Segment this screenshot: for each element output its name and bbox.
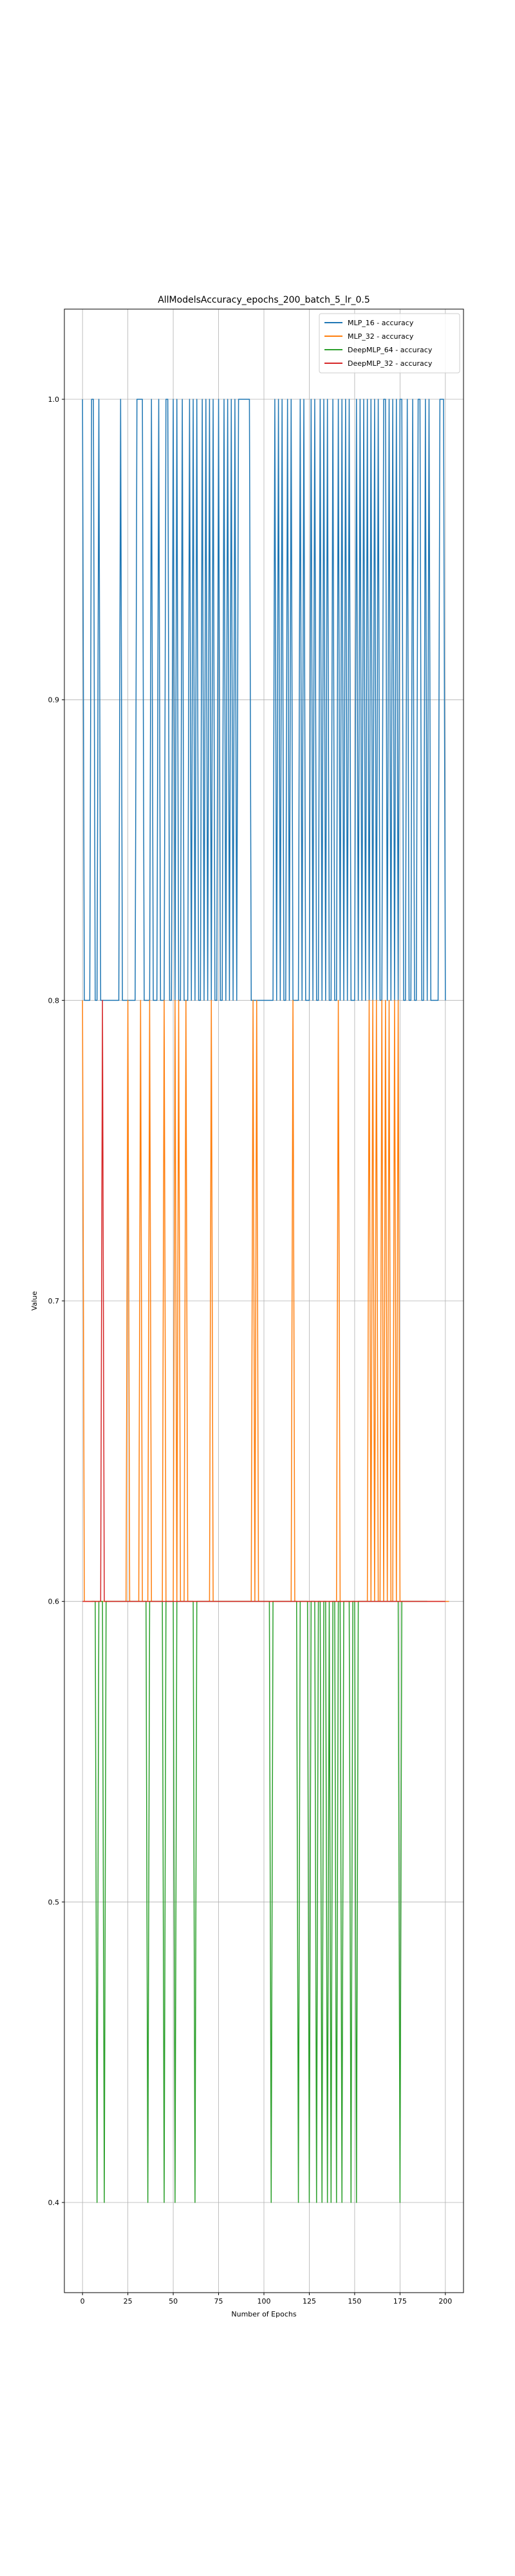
legend-label: DeepMLP_32 - accuracy — [348, 359, 433, 368]
legend-label: MLP_32 - accuracy — [348, 332, 414, 341]
x-tick-label: 200 — [438, 2297, 452, 2306]
legend-label: MLP_16 - accuracy — [348, 319, 414, 327]
x-tick-label: 25 — [124, 2297, 133, 2306]
y-axis-label: Value — [30, 1291, 39, 1311]
x-tick-label: 50 — [169, 2297, 178, 2306]
grid-lines — [64, 309, 464, 2293]
x-tick-label: 75 — [214, 2297, 223, 2306]
x-tick-label: 175 — [393, 2297, 407, 2306]
axis-ticks: 0 25 50 75 100 125 150 175 200 0.4 0.5 0.6 0.7 0.8 0.9… — [48, 395, 453, 2306]
series-line-0 — [82, 399, 446, 1001]
series-line-3 — [82, 999, 445, 1602]
legend-label: DeepMLP_64 - accuracy — [348, 346, 433, 354]
legend-box — [319, 313, 460, 374]
x-tick-label: 0 — [80, 2297, 85, 2306]
x-axis-label: Number of Epochs — [231, 2310, 296, 2318]
series-lines — [82, 399, 449, 2203]
x-tick-label: 125 — [303, 2297, 316, 2306]
y-tick-label: 0.4 — [48, 2199, 60, 2207]
x-tick-label: 100 — [258, 2297, 271, 2306]
legend: MLP_16 - accuracy MLP_32 - accuracy DeepML… — [319, 313, 460, 374]
x-tick-label: 150 — [348, 2297, 361, 2306]
y-tick-label: 0.6 — [48, 1598, 60, 1606]
y-tick-label: 0.5 — [48, 1898, 60, 1906]
chart-title: AllModelsAccuracy_epochs_200_batch_5_lr_… — [158, 295, 370, 305]
y-tick-label: 0.8 — [48, 996, 60, 1005]
y-tick-label: 0.7 — [48, 1297, 60, 1305]
y-tick-label: 0.9 — [48, 696, 60, 705]
y-tick-label: 1.0 — [48, 395, 60, 404]
